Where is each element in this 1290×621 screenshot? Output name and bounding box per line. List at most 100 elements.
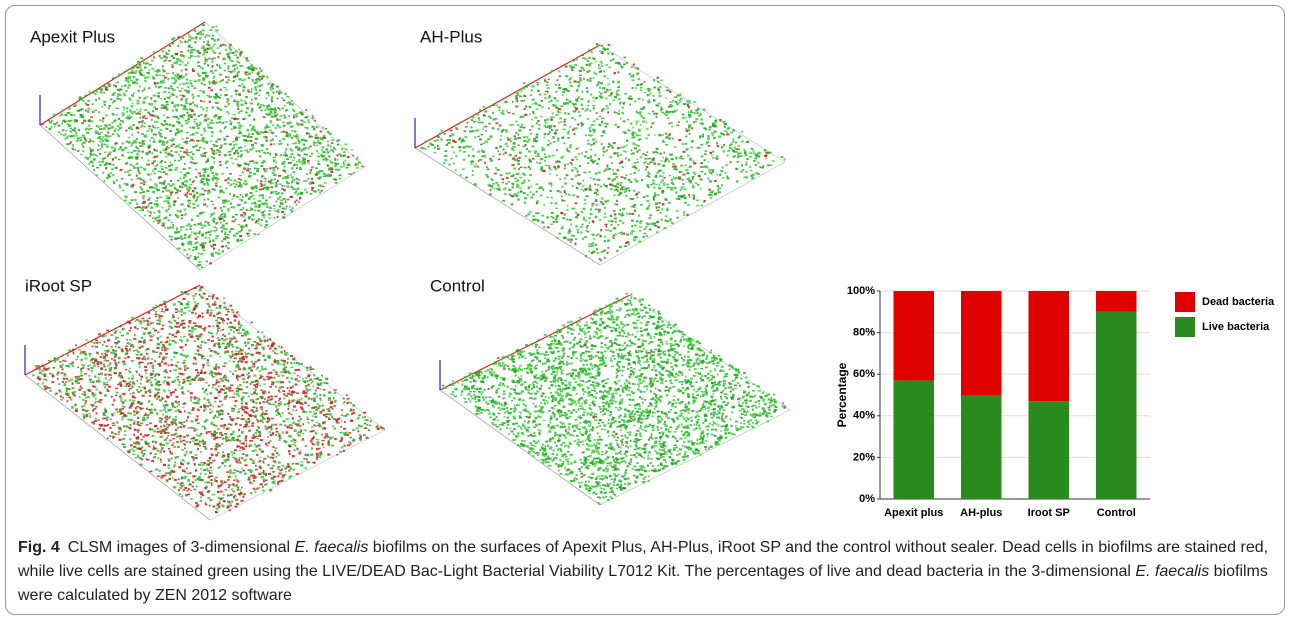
cell-dot	[606, 165, 608, 167]
cell-dot	[220, 222, 222, 224]
cell-dot	[567, 99, 569, 101]
cell-dot	[186, 41, 188, 43]
cell-dot	[65, 114, 68, 116]
cell-dot	[710, 194, 712, 196]
cell-dot	[275, 166, 277, 168]
cell-dot	[601, 197, 603, 199]
cell-dot	[595, 141, 597, 143]
cell-dot	[162, 69, 164, 71]
cell-dot	[589, 110, 591, 112]
cell-dot	[201, 114, 203, 116]
cell-dot	[740, 171, 742, 173]
cell-dot	[749, 152, 752, 154]
cell-dot	[188, 206, 191, 208]
cell-dot	[539, 162, 542, 164]
cell-dot	[116, 392, 118, 394]
cell-dot	[115, 409, 118, 411]
cell-dot	[186, 367, 189, 369]
cell-dot	[600, 93, 603, 95]
cell-dot	[87, 100, 90, 101]
cell-dot	[244, 79, 246, 81]
cell-dot	[203, 148, 205, 150]
cell-dot	[560, 106, 563, 107]
cell-dot	[144, 126, 146, 128]
cell-dot	[252, 133, 254, 135]
cell-dot	[601, 65, 604, 67]
cell-dot	[113, 92, 116, 94]
cell-dot	[473, 121, 476, 123]
cell-dot	[240, 125, 243, 127]
cell-dot	[530, 133, 532, 135]
cell-dot	[594, 101, 596, 103]
cell-dot	[608, 220, 611, 221]
cell-dot	[593, 120, 596, 122]
cell-dot	[214, 227, 216, 228]
cell-dot	[638, 129, 641, 131]
cell-dot	[92, 149, 94, 151]
cell-dot	[690, 147, 693, 149]
cell-dot	[277, 180, 279, 182]
cell-dot	[688, 114, 691, 116]
cell-dot	[151, 60, 154, 62]
cell-dot	[663, 183, 666, 185]
cell-dot	[219, 53, 221, 55]
cell-dot	[427, 146, 429, 148]
cell-dot	[92, 111, 94, 113]
cell-dot	[53, 114, 56, 116]
cell-dot	[79, 98, 82, 100]
cell-dot	[564, 164, 566, 166]
cell-dot	[198, 172, 201, 174]
cell-dot	[529, 211, 532, 213]
cell-dot	[312, 117, 314, 119]
cell-dot	[558, 71, 560, 73]
cell-dot	[69, 106, 71, 108]
cell-dot	[199, 231, 201, 233]
cell-dot	[295, 136, 297, 138]
cell-dot	[472, 174, 474, 176]
cell-dot	[232, 65, 235, 67]
cell-dot	[156, 398, 159, 400]
cell-dot	[609, 144, 611, 146]
cell-dot	[632, 143, 635, 145]
cell-dot	[644, 161, 647, 163]
cell-dot	[669, 154, 671, 156]
cell-dot	[636, 121, 639, 123]
cell-dot	[99, 136, 101, 138]
cell-dot	[422, 147, 424, 148]
cell-dot	[142, 151, 144, 153]
cell-dot	[148, 164, 150, 165]
cell-dot	[269, 167, 271, 169]
cell-dot	[297, 188, 299, 190]
cell-dot	[160, 57, 163, 59]
cell-dot	[109, 151, 112, 153]
cell-dot	[105, 88, 107, 90]
cell-dot	[155, 108, 158, 110]
cell-dot	[203, 34, 205, 36]
cell-dot	[204, 152, 206, 154]
cell-dot	[192, 38, 195, 40]
cell-dot	[322, 126, 324, 128]
cell-dot	[175, 108, 177, 110]
cell-dot	[159, 196, 162, 198]
cell-dot	[661, 219, 663, 221]
cell-dot	[130, 186, 132, 188]
cell-dot	[658, 170, 661, 172]
cell-dot	[117, 129, 119, 131]
cell-dot	[207, 184, 209, 186]
cell-dot	[137, 113, 140, 115]
cell-dot	[256, 170, 259, 172]
cell-dot	[203, 250, 206, 251]
cell-dot	[269, 210, 272, 211]
cell-dot	[259, 194, 262, 196]
cell-dot	[190, 83, 192, 85]
cell-dot	[685, 128, 687, 130]
cell-dot	[202, 79, 204, 81]
cell-dot	[247, 60, 249, 62]
cell-dot	[189, 80, 191, 81]
cell-dot	[502, 110, 504, 111]
cell-dot	[182, 76, 185, 78]
cell-dot	[476, 121, 478, 122]
cell-dot	[98, 112, 100, 114]
cell-dot	[190, 427, 193, 429]
cell-dot	[165, 167, 168, 169]
